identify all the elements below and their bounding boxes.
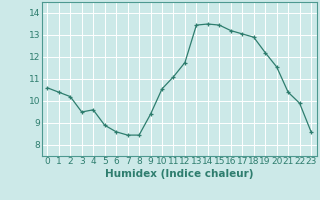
X-axis label: Humidex (Indice chaleur): Humidex (Indice chaleur)	[105, 169, 253, 179]
